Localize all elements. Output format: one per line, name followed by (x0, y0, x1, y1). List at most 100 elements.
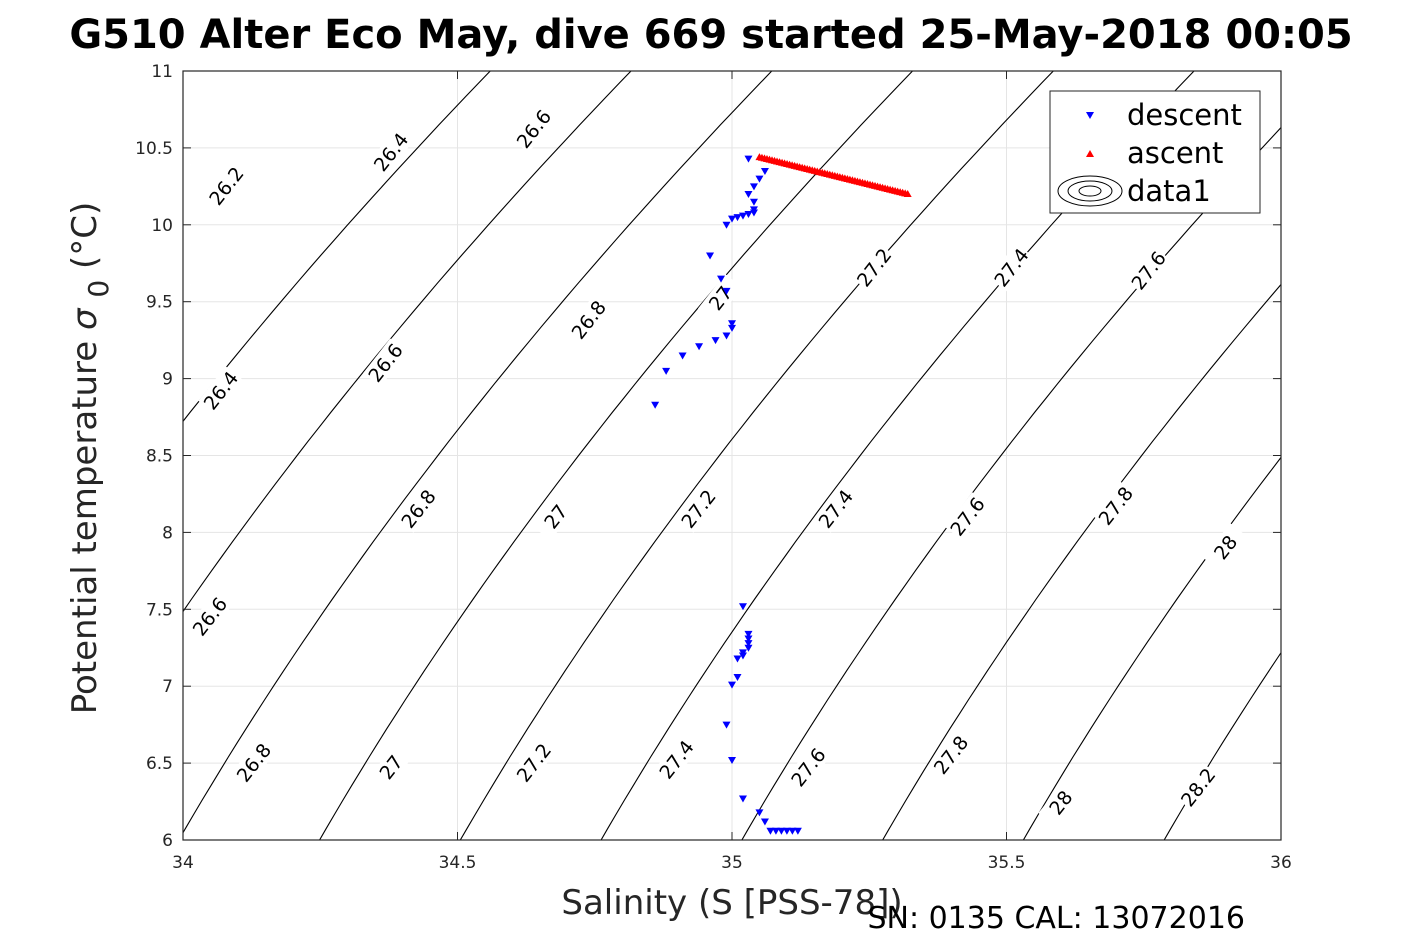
descent-point (744, 640, 753, 648)
descent-point (749, 183, 758, 191)
descent-point (722, 287, 731, 295)
contour-label: 27 (533, 492, 578, 541)
descent-point (711, 337, 720, 345)
descent-point (788, 827, 797, 835)
x-axis-label: Salinity (S [PSS-78]) (561, 883, 902, 923)
y-tick-label: 7.5 (146, 600, 173, 620)
contour-label: 28 (1203, 523, 1248, 572)
contour-label: 26.6 (511, 104, 556, 153)
legend-descent-label: descent (1127, 98, 1242, 132)
y-tick-label: 10.5 (135, 139, 173, 159)
legend-ascent-marker (1086, 150, 1094, 157)
contour-label-bg (1175, 762, 1221, 812)
contour-label: 28.2 (1175, 762, 1221, 812)
footer-serial: SN: 0135 CAL: 13072016 (867, 901, 1245, 936)
contour-label-text: 26.6 (189, 594, 232, 641)
contour-label-text: 27.6 (1128, 247, 1171, 294)
y-tick-label: 6 (162, 831, 173, 851)
descent-point (738, 603, 747, 611)
contour-label-text: 26.6 (364, 340, 407, 387)
contour-line (318, 71, 914, 840)
descent-point (766, 827, 775, 835)
contour-line (882, 283, 1281, 840)
contour-label-bg (511, 104, 556, 153)
contour-line (1022, 456, 1281, 840)
contour-label: 27.8 (1093, 481, 1138, 530)
descent-point (717, 275, 726, 283)
descent-point (733, 655, 742, 663)
contour-label-text: 27.2 (677, 486, 720, 533)
descent-point (793, 827, 802, 835)
y-tick-label: 11 (151, 62, 173, 82)
contour-label: 26.4 (368, 127, 414, 176)
contour-label-text: 27.8 (1095, 483, 1138, 530)
descent-point (760, 167, 769, 175)
contour-label-bg (928, 730, 974, 779)
contour-label-bg (1203, 523, 1248, 572)
contour-label-text: 26.8 (568, 297, 611, 344)
x-tick-label: 34.5 (439, 853, 477, 873)
contour-label-text: 26.6 (513, 106, 556, 153)
contour-label: 27.4 (654, 735, 699, 784)
contour-line (183, 71, 773, 834)
descent-point (728, 215, 736, 223)
y-tick-label: 8.5 (146, 447, 173, 467)
descent-point (744, 155, 753, 163)
contour-label-text: 26.2 (205, 163, 248, 210)
descent-point (651, 401, 660, 409)
contour-label-bg (945, 492, 990, 541)
contour-line (1163, 651, 1281, 840)
descent-point (782, 827, 791, 835)
contour-label-bg (785, 742, 831, 792)
descent-point (744, 644, 753, 652)
contour-label-bg (676, 484, 721, 533)
contour-label: 27.6 (945, 492, 990, 541)
contour-label-bg (363, 338, 408, 387)
svg-text:Potential temperature σ: Potential temperature σ 0 (°C) (65, 202, 117, 715)
contour-label-bg (198, 366, 243, 415)
y-axis-label-unit: (°C) (65, 202, 105, 269)
descent-point (738, 212, 747, 220)
contour-label-text: 27.4 (655, 737, 698, 784)
contour-label-bg (697, 273, 743, 323)
descent-point (678, 352, 687, 360)
legend-box (1049, 90, 1261, 214)
descent-point (755, 809, 764, 817)
chart-title: G510 Alter Eco May, dive 669 started 25-… (69, 12, 1352, 58)
contour-label-bg (368, 127, 414, 176)
contour-label: 26.6 (187, 592, 232, 641)
x-tick-label: 35 (721, 853, 743, 873)
descent-point (749, 206, 758, 214)
legend: descent ascent data1 (1049, 90, 1261, 214)
contour-line (459, 71, 1055, 840)
contour-line (1279, 25, 1417, 886)
contour-line (183, 71, 491, 423)
legend-descent-marker (1086, 112, 1094, 119)
y-axis-label-symbol: σ (65, 307, 105, 330)
contour-label: 26.2 (203, 161, 249, 210)
contour-label-bg (851, 243, 897, 292)
contour-label-bg (368, 742, 414, 792)
contour-label-text: 27.6 (946, 494, 989, 541)
y-tick-label: 6.5 (146, 754, 173, 774)
descent-point (728, 681, 736, 689)
y-tick-label: 10 (151, 216, 173, 236)
descent-point (722, 721, 731, 729)
descent-point (744, 630, 753, 638)
descent-point (706, 252, 715, 260)
contour-label-bg (396, 484, 441, 533)
contour-label: 26.8 (396, 484, 441, 533)
contour-label: 27.6 (1126, 246, 1171, 295)
y-tick-label: 7 (162, 677, 173, 697)
contour-label-bg (1126, 246, 1171, 295)
descent-point (744, 211, 753, 219)
contour-label-text: 28.2 (1177, 764, 1220, 811)
descent-point (744, 635, 753, 643)
legend-data1-label: data1 (1127, 174, 1211, 208)
legend-contour-icon (1057, 175, 1123, 207)
descent-point (733, 673, 742, 681)
contour-label-text: 27.8 (930, 732, 973, 779)
descent-point (733, 214, 742, 222)
y-tick-label: 9 (162, 370, 173, 390)
